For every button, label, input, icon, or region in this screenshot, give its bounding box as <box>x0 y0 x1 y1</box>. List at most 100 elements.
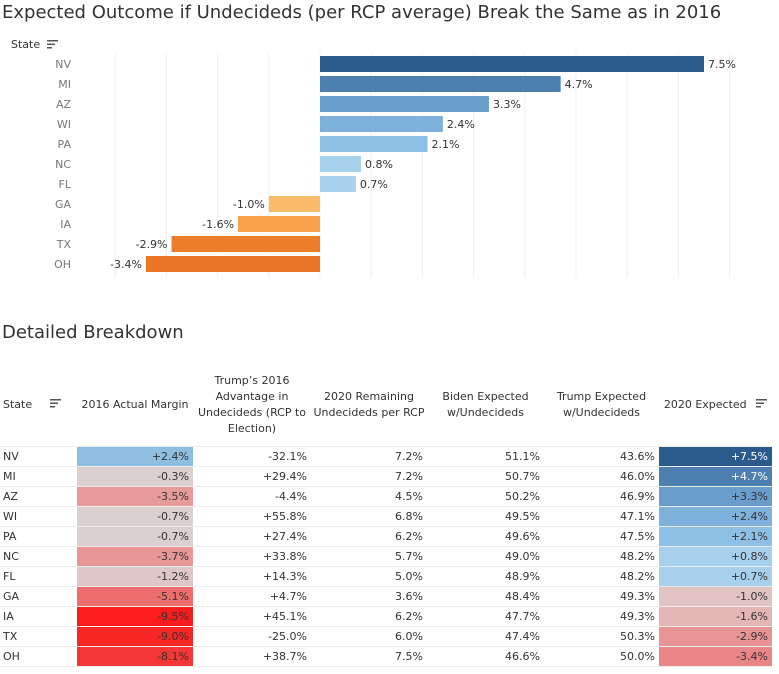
trump-advantage-cell: +4.7% <box>193 586 311 607</box>
remaining-undecideds-cell: 6.0% <box>311 626 427 647</box>
col-header-biden-expected[interactable]: Biden Expected w/Undecideds <box>442 390 529 419</box>
col-header-2020-expected-label: 2020 Expected <box>663 398 747 411</box>
remaining-undecideds-cell: 7.2% <box>311 466 427 487</box>
state-cell: FL <box>0 566 77 587</box>
table-row[interactable]: GA -5.1% +4.7% 3.6% 48.4% 49.3% -1.0% <box>0 586 772 607</box>
table-row[interactable]: IA -9.5% +45.1% 6.2% 47.7% 49.3% -1.6% <box>0 606 772 627</box>
col-header-2020-expected[interactable]: 2020 Expected <box>659 364 772 447</box>
state-cell: IA <box>0 606 77 627</box>
col-header-state[interactable]: State <box>0 364 77 447</box>
biden-expected-cell: 51.1% <box>427 446 544 467</box>
col-header-state-label: State <box>3 398 33 411</box>
margin-2016-cell: -0.7% <box>77 526 193 547</box>
margin-2016-cell: -5.1% <box>77 586 193 607</box>
category-label: PA <box>58 138 72 151</box>
data-label: 3.3% <box>493 98 521 111</box>
category-label: NC <box>55 158 71 171</box>
state-cell: MI <box>0 466 77 487</box>
remaining-undecideds-cell: 6.8% <box>311 506 427 527</box>
biden-expected-cell: 50.7% <box>427 466 544 487</box>
data-label: -1.0% <box>233 198 265 211</box>
bar-ia[interactable] <box>238 216 320 232</box>
col-header-trump-advantage[interactable]: Trump’s 2016 Advantage in Undecideds (RC… <box>197 374 307 435</box>
expected-2020-cell: -1.6% <box>659 606 772 627</box>
table-row[interactable]: MI -0.3% +29.4% 7.2% 50.7% 46.0% +4.7% <box>0 466 772 487</box>
sort-icon[interactable] <box>49 397 61 413</box>
trump-expected-cell: 46.9% <box>544 486 659 507</box>
trump-advantage-cell: +14.3% <box>193 566 311 587</box>
sort-icon[interactable] <box>756 397 768 413</box>
bar-az[interactable] <box>320 96 489 112</box>
biden-expected-cell: 48.4% <box>427 586 544 607</box>
trump-expected-cell: 47.5% <box>544 526 659 547</box>
trump-advantage-cell: +38.7% <box>193 646 311 667</box>
state-axis-header-label: State <box>11 38 41 51</box>
expected-2020-cell: +3.3% <box>659 486 772 507</box>
state-cell: AZ <box>0 486 77 507</box>
category-label: WI <box>57 118 71 131</box>
expected-2020-cell: -3.4% <box>659 646 772 667</box>
trump-advantage-cell: +45.1% <box>193 606 311 627</box>
remaining-undecideds-cell: 6.2% <box>311 606 427 627</box>
table-row[interactable]: TX -9.0% -25.0% 6.0% 47.4% 50.3% -2.9% <box>0 626 772 647</box>
table-row[interactable]: FL -1.2% +14.3% 5.0% 48.9% 48.2% +0.7% <box>0 566 772 587</box>
biden-expected-cell: 49.0% <box>427 546 544 567</box>
chart-title: Expected Outcome if Undecideds (per RCP … <box>2 2 722 23</box>
margin-2016-cell: -0.7% <box>77 506 193 527</box>
remaining-undecideds-cell: 3.6% <box>311 586 427 607</box>
state-cell: NC <box>0 546 77 567</box>
data-label: -3.4% <box>110 258 142 271</box>
bar-tx[interactable] <box>171 236 320 252</box>
remaining-undecideds-cell: 5.0% <box>311 566 427 587</box>
expected-2020-cell: +0.7% <box>659 566 772 587</box>
expected-2020-cell: -1.0% <box>659 586 772 607</box>
bar-nv[interactable] <box>320 56 704 72</box>
state-cell: TX <box>0 626 77 647</box>
biden-expected-cell: 50.2% <box>427 486 544 507</box>
table-row[interactable]: AZ -3.5% -4.4% 4.5% 50.2% 46.9% +3.3% <box>0 486 772 507</box>
trump-advantage-cell: +27.4% <box>193 526 311 547</box>
biden-expected-cell: 49.6% <box>427 526 544 547</box>
sort-icon[interactable] <box>46 39 58 52</box>
margin-2016-cell: -9.0% <box>77 626 193 647</box>
col-header-remaining-undecideds[interactable]: 2020 Remaining Undecideds per RCP <box>313 390 425 419</box>
data-label: 0.7% <box>360 178 388 191</box>
data-label: -1.6% <box>202 218 234 231</box>
trump-expected-cell: 47.1% <box>544 506 659 527</box>
biden-expected-cell: 46.6% <box>427 646 544 667</box>
breakdown-table: State 2016 Actual Margin Trump’s 2016 Ad… <box>0 364 772 667</box>
trump-advantage-cell: -32.1% <box>193 446 311 467</box>
state-cell: WI <box>0 506 77 527</box>
data-label: 2.4% <box>447 118 475 131</box>
bar-nc[interactable] <box>320 156 361 172</box>
bar-oh[interactable] <box>145 256 320 272</box>
bar-pa[interactable] <box>320 136 428 152</box>
margin-2016-cell: -8.1% <box>77 646 193 667</box>
table-row[interactable]: PA -0.7% +27.4% 6.2% 49.6% 47.5% +2.1% <box>0 526 772 547</box>
bar-ga[interactable] <box>268 196 320 212</box>
table-row[interactable]: NV +2.4% -32.1% 7.2% 51.1% 43.6% +7.5% <box>0 446 772 467</box>
table-row[interactable]: WI -0.7% +55.8% 6.8% 49.5% 47.1% +2.4% <box>0 506 772 527</box>
bar-wi[interactable] <box>320 116 443 132</box>
expected-2020-cell: -2.9% <box>659 626 772 647</box>
margin-2016-cell: -0.3% <box>77 466 193 487</box>
col-header-2016-margin[interactable]: 2016 Actual Margin <box>81 398 189 411</box>
remaining-undecideds-cell: 7.2% <box>311 446 427 467</box>
trump-advantage-cell: -25.0% <box>193 626 311 647</box>
state-axis-header[interactable]: State <box>11 38 58 52</box>
state-cell: NV <box>0 446 77 467</box>
expected-2020-cell: +4.7% <box>659 466 772 487</box>
col-header-trump-expected[interactable]: Trump Expected w/Undecideds <box>556 390 647 419</box>
trump-advantage-cell: +33.8% <box>193 546 311 567</box>
bar-mi[interactable] <box>320 76 561 92</box>
trump-expected-cell: 49.3% <box>544 586 659 607</box>
trump-advantage-cell: +29.4% <box>193 466 311 487</box>
trump-expected-cell: 50.3% <box>544 626 659 647</box>
table-row[interactable]: NC -3.7% +33.8% 5.7% 49.0% 48.2% +0.8% <box>0 546 772 567</box>
category-label: OH <box>54 258 71 271</box>
bar-fl[interactable] <box>320 176 356 192</box>
margin-2016-cell: -3.5% <box>77 486 193 507</box>
table-row[interactable]: OH -8.1% +38.7% 7.5% 46.6% 50.0% -3.4% <box>0 646 772 667</box>
breakdown-title: Detailed Breakdown <box>2 322 184 343</box>
data-label: 0.8% <box>365 158 393 171</box>
